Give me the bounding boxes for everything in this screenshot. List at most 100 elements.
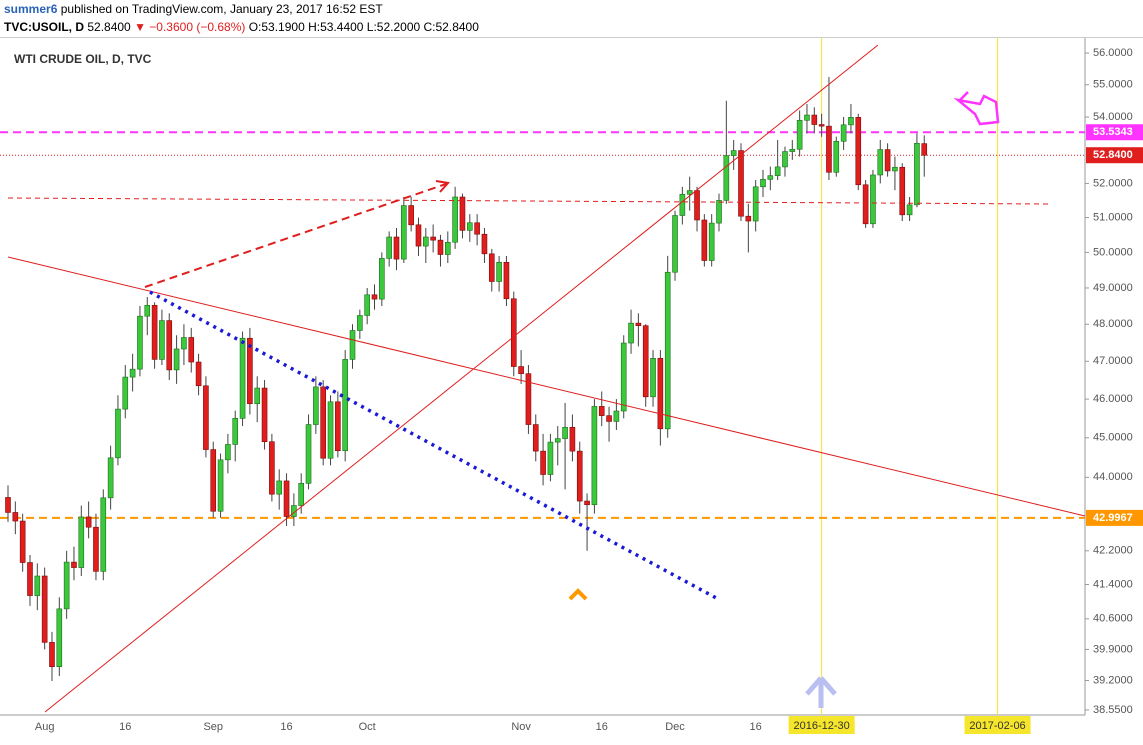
date-marker-label: 2016-12-30 <box>793 720 849 732</box>
published: published on TradingView.com, January 23… <box>60 2 383 16</box>
header-line: TVC:USOIL, D 52.8400 ▼ −0.3600 (−0.68%) … <box>4 18 1143 36</box>
price-label-box <box>1086 124 1143 141</box>
candle-body <box>598 406 605 416</box>
candle-body <box>532 424 539 452</box>
background <box>0 38 1143 740</box>
candle-body <box>71 561 77 568</box>
candle-body <box>738 150 744 217</box>
candle-body <box>305 424 312 484</box>
candle-body <box>613 410 620 422</box>
candle-body <box>327 401 334 459</box>
candle-body <box>371 294 378 300</box>
trend-line <box>7 256 1086 517</box>
candle-body <box>276 480 283 495</box>
candle-body <box>27 562 33 596</box>
candle-body <box>137 315 143 370</box>
candle-body <box>635 322 642 327</box>
candle-body <box>525 373 532 425</box>
chevron <box>568 588 588 601</box>
symbol: TVC:USOIL, D <box>4 20 84 34</box>
y-tick-label: 46.0000 <box>1093 393 1133 405</box>
candle-body <box>430 236 436 241</box>
candle-body <box>144 304 151 317</box>
price-label-box <box>1086 509 1143 526</box>
candle-body <box>730 150 737 156</box>
candle-body <box>510 298 517 367</box>
candle-body <box>335 401 341 452</box>
header: summer6 published on TradingView.com, Ja… <box>0 0 1143 38</box>
y-tick-label: 56.0000 <box>1093 47 1133 59</box>
x-tick-label: Oct <box>359 721 376 733</box>
y-tick-label: 50.0000 <box>1093 246 1133 258</box>
x-tick-label: 16 <box>596 721 608 733</box>
y-tick-label: 40.6000 <box>1093 613 1133 625</box>
candle-body <box>840 124 847 142</box>
candle-body <box>254 387 261 405</box>
author[interactable]: summer6 <box>4 2 58 16</box>
candle-body <box>774 166 781 176</box>
candle-body <box>686 190 693 195</box>
price-label: 53.5343 <box>1093 126 1133 138</box>
candle-body <box>694 190 700 221</box>
candle-body <box>386 236 392 259</box>
candle-body <box>789 148 796 152</box>
y-tick-label: 51.0000 <box>1093 211 1133 223</box>
x-tick-label: 16 <box>119 721 131 733</box>
candle-body <box>56 608 63 667</box>
candle-body <box>796 119 803 150</box>
x-tick-label: Aug <box>35 721 55 733</box>
candle-body <box>129 368 136 378</box>
candle-body <box>591 406 598 506</box>
candle-body <box>701 219 708 261</box>
y-tick-label: 45.0000 <box>1093 432 1133 444</box>
candle-body <box>320 386 326 459</box>
candle-body <box>19 520 26 563</box>
candle-body <box>159 320 165 360</box>
candle-body <box>488 253 495 282</box>
candle-body <box>782 151 788 168</box>
candle-body <box>188 337 195 363</box>
candle-body <box>401 205 407 260</box>
date-marker-box <box>788 716 855 734</box>
candle-body <box>811 114 818 125</box>
candle-body <box>826 125 832 173</box>
y-tick-label: 39.9000 <box>1093 643 1133 655</box>
candle-body <box>862 184 869 225</box>
candle-body <box>877 149 884 176</box>
candle-body <box>423 236 429 247</box>
candle-body <box>173 348 180 371</box>
header-line: summer6 published on TradingView.com, Ja… <box>4 0 1143 18</box>
candle-body <box>122 376 129 410</box>
dashed-arrow <box>144 183 447 288</box>
candle-body <box>85 516 92 528</box>
candle-body <box>906 204 913 216</box>
candle-body <box>203 385 209 450</box>
x-tick-label: 16 <box>280 721 292 733</box>
candle-body <box>283 480 290 517</box>
y-tick-label: 47.0000 <box>1093 355 1133 367</box>
candle-body <box>914 142 920 206</box>
candle-body <box>752 186 759 222</box>
candle-body <box>210 449 217 512</box>
candle-body <box>481 233 488 255</box>
candle-body <box>745 215 752 222</box>
x-tick-label: Dec <box>665 721 685 733</box>
dashed-line <box>7 197 1049 205</box>
candle-body <box>247 337 253 405</box>
pointing-hand <box>953 91 1000 126</box>
candle-body <box>444 241 451 255</box>
candle-body <box>576 450 583 502</box>
y-tick-label: 55.0000 <box>1093 79 1133 91</box>
candle-body <box>679 193 686 216</box>
candle-body <box>833 140 840 173</box>
candle-body <box>708 222 715 261</box>
candle-body <box>767 175 774 180</box>
y-tick-label: 54.0000 <box>1093 111 1133 123</box>
candle-body <box>620 342 627 412</box>
chart: WTI CRUDE OIL, D, TVC 56.0000 55.0000 54.0… <box>0 38 1143 740</box>
candle-body <box>540 450 546 475</box>
arrow-head <box>435 180 450 193</box>
candle-body <box>349 330 356 360</box>
candle-body <box>664 271 671 430</box>
candle-body <box>393 236 400 260</box>
